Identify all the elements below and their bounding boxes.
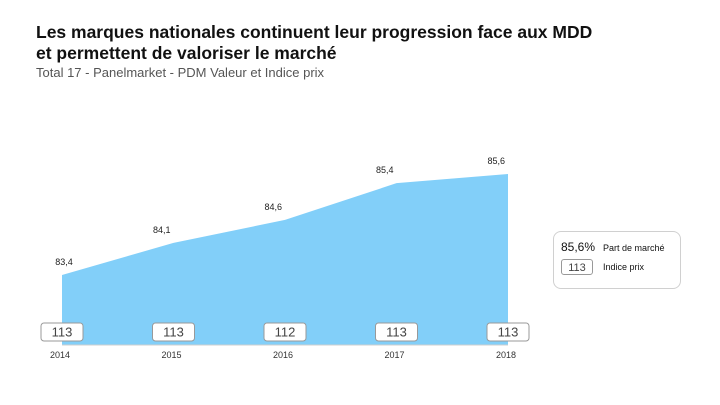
price-index-value-2014: 113 (52, 325, 73, 340)
price-index-value-2015: 113 (163, 325, 184, 340)
data-label-2017: 85,4 (376, 165, 394, 175)
data-label-2014: 83,4 (55, 257, 73, 267)
chart-subtitle: Total 17 - Panelmarket - PDM Valeur et I… (36, 65, 325, 80)
price-index-box-2017 (375, 322, 418, 342)
price-index-box-2015 (152, 322, 195, 342)
legend-market-share-value: 85,6% (561, 240, 596, 254)
price-index-box-2018 (486, 322, 530, 342)
market-share-area (62, 174, 508, 345)
x-tick-label-2014: 2014 (50, 350, 70, 360)
legend-price-index-value: 113 (561, 259, 593, 275)
data-label-2016: 84,6 (264, 202, 282, 212)
x-tick-label-2015: 2015 (161, 350, 181, 360)
legend-price-index-label: Indice prix (603, 262, 645, 272)
data-label-2018: 85,6 (487, 156, 505, 166)
legend-box (553, 231, 681, 289)
price-index-value-2017: 113 (386, 325, 407, 340)
price-index-value-2016: 112 (275, 325, 296, 340)
price-index-box-2016 (263, 322, 307, 342)
data-label-2015: 84,1 (153, 225, 171, 235)
price-index-box-2014 (40, 322, 84, 342)
price-index-value-2018: 113 (498, 325, 519, 340)
chart-title: Les marques nationales continuent leur p… (36, 22, 593, 63)
x-tick-label-2016: 2016 (273, 350, 293, 360)
legend-market-share-label: Part de marché (603, 243, 665, 253)
x-tick-label-2017: 2017 (384, 350, 404, 360)
x-tick-label-2018: 2018 (496, 350, 516, 360)
